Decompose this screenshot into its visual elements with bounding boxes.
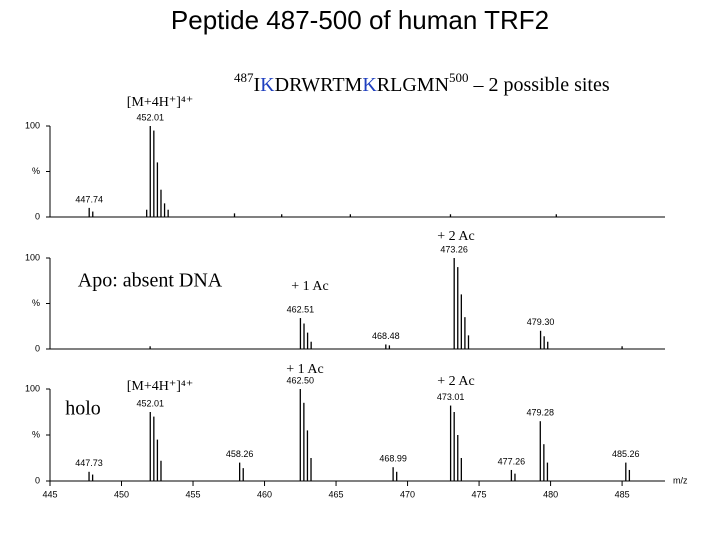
- peak-label: 462.50: [287, 375, 315, 385]
- annotation: + 2 Ac: [437, 229, 474, 244]
- peak-label: 479.28: [527, 408, 555, 418]
- residue: I: [254, 74, 261, 96]
- peak-label: 468.48: [372, 331, 400, 341]
- y-tick-label: %: [32, 298, 40, 308]
- residue: DRWRTM: [275, 74, 363, 96]
- sequence-start: 487: [234, 70, 254, 85]
- peak-label: 477.26: [498, 456, 526, 466]
- peak-label: 447.73: [75, 458, 103, 468]
- x-tick-label: 445: [42, 489, 57, 499]
- y-tick-label: 0: [35, 343, 40, 353]
- annotation: Apo: absent DNA: [78, 270, 223, 292]
- sequence-note: – 2 possible sites: [469, 74, 610, 96]
- y-tick-label: 100: [25, 383, 40, 393]
- y-tick-label: 0: [35, 211, 40, 221]
- peak-label: 452.01: [136, 112, 164, 122]
- x-tick-label: 450: [114, 489, 129, 499]
- x-tick-label: 485: [615, 489, 630, 499]
- annotation: + 1 Ac: [291, 279, 328, 294]
- sequence: 487IKDRWRTMKRLGMN500 – 2 possible sites: [234, 70, 610, 96]
- y-tick-label: 100: [25, 120, 40, 130]
- residue: K: [260, 74, 275, 96]
- y-tick-label: 0: [35, 475, 40, 485]
- annotation: + 1 Ac: [286, 362, 323, 377]
- y-tick-label: 100: [25, 252, 40, 262]
- peak-label: 485.26: [612, 449, 640, 459]
- annotation: + 2 Ac: [437, 374, 474, 389]
- annotation: [M+4H⁺]⁴⁺: [127, 95, 193, 110]
- annotation: holo: [65, 398, 101, 420]
- x-tick-label: 455: [186, 489, 201, 499]
- annotation: [M+4H⁺]⁴⁺: [127, 379, 193, 394]
- residue: RLGMN: [377, 74, 449, 96]
- slide-title: Peptide 487-500 of human TRF2: [171, 5, 549, 35]
- peak-label: 447.74: [75, 194, 103, 204]
- x-tick-label: 460: [257, 489, 272, 499]
- x-tick-label: 465: [329, 489, 344, 499]
- peak-label: 473.26: [440, 244, 468, 254]
- x-tick-label: 470: [400, 489, 415, 499]
- peak-label: 473.01: [437, 392, 465, 402]
- x-tick-label: 480: [543, 489, 558, 499]
- peak-label: 452.01: [136, 398, 164, 408]
- peak-label: 468.99: [379, 454, 407, 464]
- peak-label: 462.51: [287, 304, 315, 314]
- peak-label: 458.26: [226, 449, 254, 459]
- residue: K: [362, 74, 377, 96]
- peak-label: 479.30: [527, 317, 555, 327]
- x-axis-label: m/z: [673, 475, 688, 485]
- x-tick-label: 475: [472, 489, 487, 499]
- y-tick-label: %: [32, 429, 40, 439]
- y-tick-label: %: [32, 166, 40, 176]
- sequence-end: 500: [449, 70, 469, 85]
